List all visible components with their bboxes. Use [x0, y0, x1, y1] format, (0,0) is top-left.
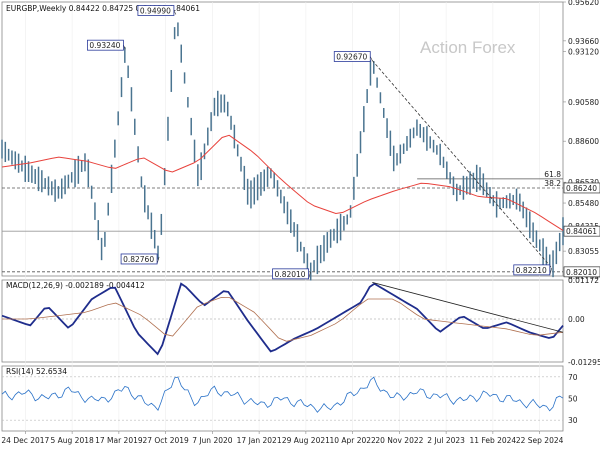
macd-title: MACD(12,26,9) -0.002189 -0.004412	[6, 281, 145, 290]
fib-label: 38.2	[544, 179, 561, 188]
annotation-box	[333, 51, 371, 62]
annotation-label: 0.93240	[89, 41, 120, 50]
annotation-box	[272, 268, 309, 280]
y-tick-label: 0.95620	[568, 0, 599, 7]
fib-label: 61.8	[544, 170, 561, 179]
x-tick-label: 22 Sep 2024	[516, 436, 564, 445]
watermark: Action Forex	[420, 38, 516, 57]
annotation-box	[137, 5, 175, 16]
annotation-label: 0.82210	[516, 266, 547, 275]
x-tick-label: 2 Jul 2023	[427, 436, 465, 445]
sma-line	[1, 134, 564, 231]
x-tick-label: 17 Mar 2019	[95, 436, 143, 445]
y-tick-label: 0.93660	[568, 37, 599, 46]
panel-frame-2	[1, 365, 564, 432]
price-level-box	[563, 182, 600, 194]
annotation-label: 0.94990	[140, 6, 171, 15]
price-level-label: 0.82010	[566, 268, 597, 277]
x-tick-label: 24 Dec 2017	[1, 436, 49, 445]
price-level-box	[563, 266, 600, 278]
y-tick-label: 0.85480	[568, 199, 599, 208]
y-tick-label: -0.012951	[568, 358, 600, 367]
y-tick-label: 0.83055	[568, 247, 599, 256]
trend-line	[371, 60, 553, 269]
x-tick-label: 10 Apr 2022	[329, 436, 376, 445]
macd-line	[1, 282, 564, 356]
rsi-line	[1, 376, 564, 413]
price-level-label: 0.86240	[566, 184, 597, 193]
panel-frame-1	[1, 279, 564, 363]
macd-trend-line	[372, 282, 564, 333]
x-tick-label: 17 Jan 2021	[237, 436, 282, 445]
y-tick-label: 50	[568, 395, 578, 404]
y-tick-label: 30	[568, 416, 578, 425]
y-tick-label: 0.011727	[568, 276, 600, 285]
y-tick-label: 0.88600	[568, 137, 599, 146]
x-tick-label: 5 Aug 2018	[50, 436, 93, 445]
y-tick-label: 0.93120	[568, 48, 599, 57]
x-tick-label: 11 Feb 2024	[470, 436, 517, 445]
y-tick-label: 0.90580	[568, 98, 599, 107]
rsi-title: RSI(14) 52.6534	[6, 367, 67, 376]
x-tick-label: 29 Aug 2021	[282, 436, 330, 445]
x-tick-label: 27 Oct 2019	[142, 436, 189, 445]
y-tick-label: 70	[568, 373, 578, 382]
x-tick-label: 7 Jun 2020	[192, 436, 233, 445]
price-level-label: 0.84061	[566, 227, 597, 236]
x-tick-label: 20 Nov 2022	[375, 436, 423, 445]
annotation-box	[87, 39, 124, 51]
price-chart-title: EURGBP,Weekly 0.84422 0.84725 0.84030 0.…	[6, 4, 200, 13]
annotation-label: 0.82010	[275, 270, 306, 279]
y-tick-label: 0.00	[568, 315, 585, 324]
annotation-box	[513, 264, 551, 276]
signal-line	[2, 296, 564, 342]
annotation-box	[120, 253, 158, 265]
price-level-box	[563, 225, 600, 237]
annotation-label: 0.92670	[336, 52, 367, 61]
annotation-label: 0.82760	[123, 255, 154, 264]
